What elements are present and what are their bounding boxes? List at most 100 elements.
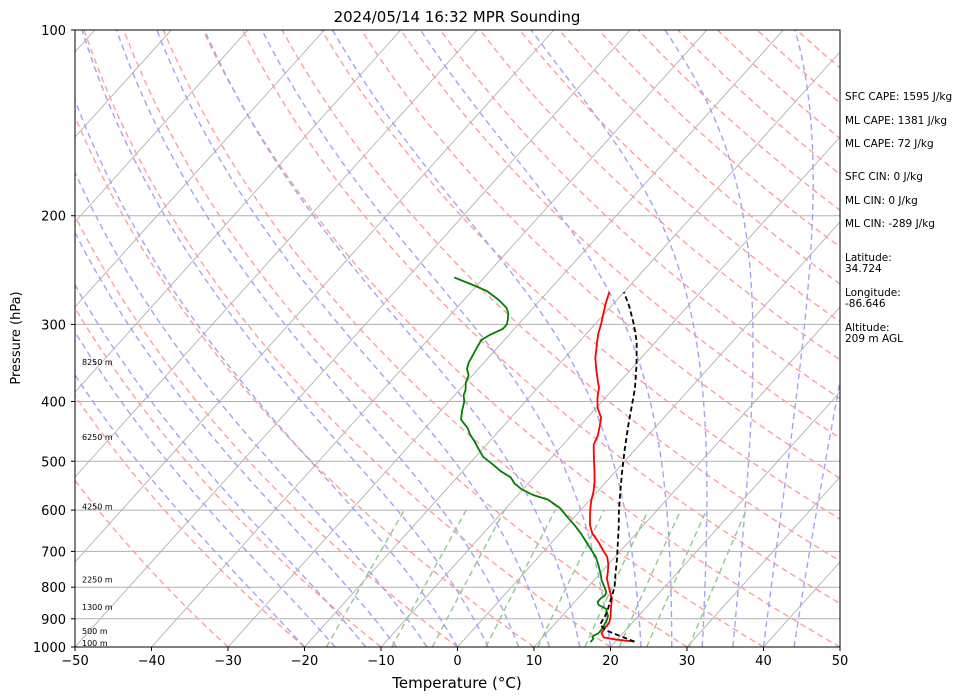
longitude-label: Longitude: [845,287,901,299]
x-tick-label: 30 [679,654,696,669]
isotherm-line [75,30,325,308]
isotherm-line [75,30,402,393]
longitude-value: -86.646 [845,298,886,310]
y-tick-label: 1000 [33,641,66,656]
x-tick-label: −10 [367,654,394,669]
isotherm-line [610,391,840,647]
mixing-ratio-line [391,509,467,647]
y-tick-label: 500 [41,455,66,470]
x-tick-label: 50 [832,654,849,669]
mixing-ratio-line [325,509,405,647]
height-label: 500 m [82,627,108,636]
moist-adiabat-line [203,30,581,647]
isotherm-line [227,30,784,647]
isotherm-line [75,30,172,138]
height-label: 8250 m [82,358,113,367]
dry-adiabat-line [75,394,305,647]
background-lines [75,30,840,647]
height-label: 100 m [82,639,108,648]
height-labels: 8250 m 6250 m 4250 m 2250 m 1300 m 500 m 100 m [82,358,113,648]
x-axis-label: Temperature (°C) [391,674,521,692]
isotherm-line [380,136,840,647]
moist-adiabat-line [762,30,814,647]
sfc-cin-text: SFC CIN: 0 J/kg [845,171,923,183]
isotherm-line [75,30,555,563]
temperature-trace [589,291,635,643]
moist-adiabat-line [156,30,550,647]
mixing-ratio-line [537,509,605,647]
dry-adiabat-line [83,30,611,647]
dry-adiabat-line [162,30,764,647]
sounding-traces [453,276,638,643]
chart-title: 2024/05/14 16:32 MPR Sounding [334,8,581,26]
dry-adiabat-line [519,30,840,323]
sfc-cape-text: SFC CAPE: 1595 J/kg [845,91,953,103]
altitude-value: 209 m AGL [845,333,903,345]
y-tick-label: 300 [41,318,66,333]
mixing-ratio-line [618,509,682,647]
dry-adiabat-line [321,30,840,520]
y-axis-label: Pressure (hPa) [9,291,24,384]
x-tick-label: −30 [214,654,241,669]
moist-adiabat-line [331,30,642,647]
dry-adiabat-line [75,214,458,647]
dry-adiabat-line [75,114,535,647]
latitude-value: 34.724 [845,263,882,275]
x-tick-label: 10 [526,654,543,669]
dry-adiabat-line [281,30,840,562]
y-tick-label: 100 [41,24,66,39]
mixing-ratio-line [688,509,747,647]
isotherm-line [75,30,631,647]
mixing-ratio-line [431,509,506,647]
y-tick-label: 700 [41,545,66,560]
isotherm-line [75,30,249,223]
y-axis: 100 200 300 400 500 600 700 800 900 1000 [33,24,75,656]
isotherm-line [457,221,840,647]
moist-adiabat-line [75,231,397,647]
isotherm-line [686,476,840,647]
x-tick-label: 40 [755,654,772,669]
y-tick-label: 200 [41,210,66,225]
parcel-path-trace [599,291,638,643]
dry-adiabat-line [75,479,229,647]
moist-adiabat-line [261,30,612,647]
altitude-label: Altitude: [845,322,890,334]
moist-adiabat-line [75,170,428,647]
y-tick-label: 600 [41,504,66,519]
dry-adiabat-line [122,30,688,647]
height-label: 4250 m [82,503,113,512]
dry-adiabat-line [202,30,840,647]
dry-adiabat-line [558,30,840,285]
dry-adiabat-line [241,30,840,605]
isotherm-line [75,30,478,478]
isotherm-line [533,306,840,647]
dry-adiabat-line [75,306,382,647]
x-tick-label: −40 [138,654,165,669]
latitude-label: Latitude: [845,252,892,264]
height-label: 1300 m [82,603,113,612]
y-tick-label: 400 [41,395,66,410]
moist-adiabat-line [115,30,520,647]
x-tick-label: 0 [453,654,461,669]
y-tick-label: 800 [41,581,66,596]
ml-cape-2-text: ML CAPE: 72 J/kg [845,138,934,150]
x-axis: −50 −40 −30 −20 −10 0 10 20 30 40 50 [61,647,848,669]
moist-adiabat-line [75,283,367,647]
y-tick-label: 900 [41,613,66,628]
moist-adiabat-line [793,377,840,647]
height-label: 6250 m [82,433,113,442]
moist-adiabat-line [81,30,489,647]
ml-cin-2-text: ML CIN: -289 J/kg [845,218,935,230]
x-tick-label: −20 [291,654,318,669]
moist-adiabat-line [664,30,754,647]
ml-cape-text: ML CAPE: 1381 J/kg [845,115,948,127]
mixing-ratio-line [485,509,556,647]
x-tick-label: −50 [61,654,88,669]
height-label: 2250 m [82,575,113,584]
dry-adiabat-line [479,30,840,361]
isotherm-line [304,51,840,647]
moist-adiabat-line [419,30,673,647]
ml-cin-text: ML CIN: 0 J/kg [845,195,918,207]
dewpoint-trace [453,276,609,643]
